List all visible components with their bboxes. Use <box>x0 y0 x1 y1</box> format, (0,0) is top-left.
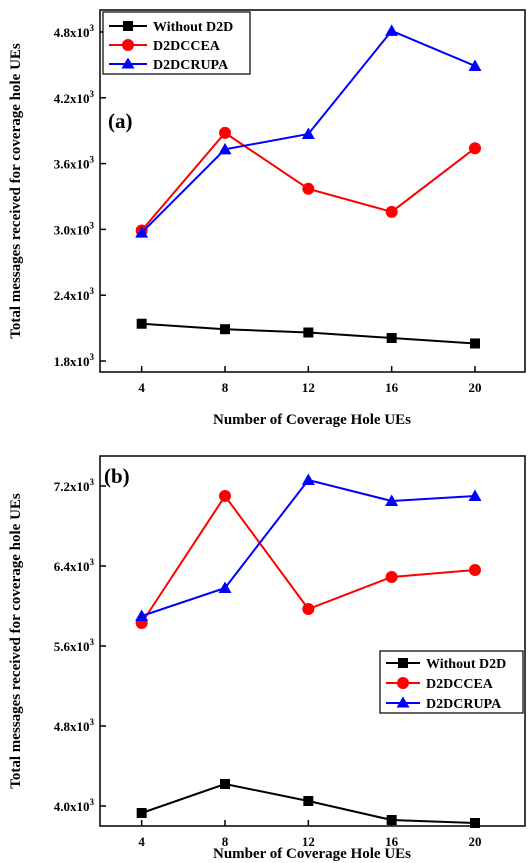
y-tick-label: 4.2x103 <box>54 89 95 106</box>
panel-label: (a) <box>108 109 133 133</box>
x-tick-label: 8 <box>222 380 229 395</box>
data-point-circle <box>219 126 231 139</box>
y-tick-label: 2.4x103 <box>54 286 95 303</box>
data-point-triangle <box>385 494 399 506</box>
x-tick-label: 20 <box>469 380 482 395</box>
data-point-circle <box>469 142 481 155</box>
legend: Without D2D D2DCCEA D2DCRUPA <box>379 650 524 714</box>
legend-label: D2DCRUPA <box>153 58 229 73</box>
legend-marker-square <box>123 21 133 31</box>
data-point-square <box>136 318 147 329</box>
data-point-triangle <box>385 24 399 36</box>
legend-label: Without D2D <box>153 20 233 35</box>
x-tick-label: 8 <box>222 834 229 849</box>
data-point-square <box>220 324 230 335</box>
y-axis-ticks: 4.0x103 4.8x103 5.6x103 6.4x103 7.2x103 <box>54 477 106 814</box>
legend-label: D2DCCEA <box>426 677 494 692</box>
legend-item-d2dccea: D2DCCEA <box>109 39 221 54</box>
x-tick-label: 4 <box>138 834 145 849</box>
data-point-triangle <box>301 473 315 485</box>
data-point-triangle <box>468 59 482 71</box>
y-tick-label: 4.8x103 <box>54 23 95 40</box>
data-point-circle <box>385 205 398 218</box>
x-tick-label: 20 <box>469 834 482 849</box>
y-tick-label: 4.8x103 <box>54 717 95 734</box>
plot-frame <box>99 9 526 373</box>
legend-marker-circle <box>122 39 134 51</box>
x-axis-ticks: 4 8 12 16 20 <box>138 820 482 849</box>
data-point-square <box>303 796 314 806</box>
data-point-square <box>220 779 230 789</box>
data-point-triangle <box>218 581 232 593</box>
data-point-circle <box>302 603 315 615</box>
x-tick-label: 12 <box>302 834 315 849</box>
chart-panel-b: (b) 4.0x1034.8x1035.6x1036.4x1037.2x103 … <box>8 455 526 862</box>
x-axis-ticks: 4 8 12 16 20 <box>138 366 482 395</box>
chart-panel-a: (a) 1.8x103 2.4x103 3.0x103 3.6x103 4.2x103 4… <box>8 9 526 428</box>
legend-label: D2DCRUPA <box>426 697 502 712</box>
data-point-triangle <box>468 489 482 501</box>
x-axis-label: Number of Coverage Hole UEs <box>213 412 411 428</box>
series-layer <box>135 24 482 349</box>
legend: Without D2D D2DCCEA D2DCRUPA <box>102 11 251 75</box>
data-point-square <box>136 808 147 818</box>
legend-item-without-d2d: Without D2D <box>386 657 506 672</box>
data-point-circle <box>302 182 315 195</box>
data-point-square <box>386 332 397 343</box>
y-tick-label: 4.0x103 <box>54 797 95 814</box>
x-tick-label: 16 <box>385 380 399 395</box>
legend-item-d2dcrupa: D2DCRUPA <box>386 696 502 712</box>
legend-item-without-d2d: Without D2D <box>109 20 233 35</box>
legend-marker-triangle <box>396 696 410 708</box>
y-tick-label: 6.4x103 <box>54 557 95 574</box>
x-tick-label: 16 <box>385 834 399 849</box>
x-tick-label: 4 <box>138 380 145 395</box>
y-tick-label: 3.0x103 <box>54 220 95 237</box>
data-point-square <box>303 327 314 338</box>
legend-marker-circle <box>397 677 409 689</box>
plot-frame <box>99 455 526 827</box>
y-tick-label: 5.6x103 <box>54 637 95 654</box>
legend-marker-triangle <box>121 57 135 69</box>
data-point-triangle <box>218 142 232 155</box>
data-point-square <box>386 815 397 825</box>
y-tick-label: 3.6x103 <box>54 155 95 172</box>
data-point-circle <box>219 490 231 502</box>
legend-label: Without D2D <box>426 657 506 672</box>
data-point-triangle <box>135 609 149 621</box>
series-layer <box>135 473 482 828</box>
legend-label: D2DCCEA <box>153 39 221 54</box>
legend-item-d2dcrupa: D2DCRUPA <box>109 57 229 73</box>
data-point-triangle <box>135 226 149 238</box>
data-point-square <box>470 338 480 349</box>
x-tick-label: 12 <box>302 380 315 395</box>
legend-marker-square <box>398 658 408 668</box>
data-point-triangle <box>301 127 315 139</box>
data-point-square <box>470 818 480 828</box>
data-point-circle <box>385 571 398 583</box>
y-axis-label: Total messages received for coverage hol… <box>8 493 24 789</box>
data-point-circle <box>469 564 481 576</box>
y-tick-label: 7.2x103 <box>54 477 95 494</box>
y-axis-label: Total messages received for coverage hol… <box>8 43 24 339</box>
y-tick-label: 1.8x103 <box>54 352 95 369</box>
y-axis-ticks: 1.8x103 2.4x103 3.0x103 3.6x103 4.2x103 4.8x1… <box>54 23 106 369</box>
x-axis-label: Number of Coverage Hole UEs <box>213 846 411 862</box>
panel-label: (b) <box>104 464 130 488</box>
legend-item-d2dccea: D2DCCEA <box>386 677 494 692</box>
